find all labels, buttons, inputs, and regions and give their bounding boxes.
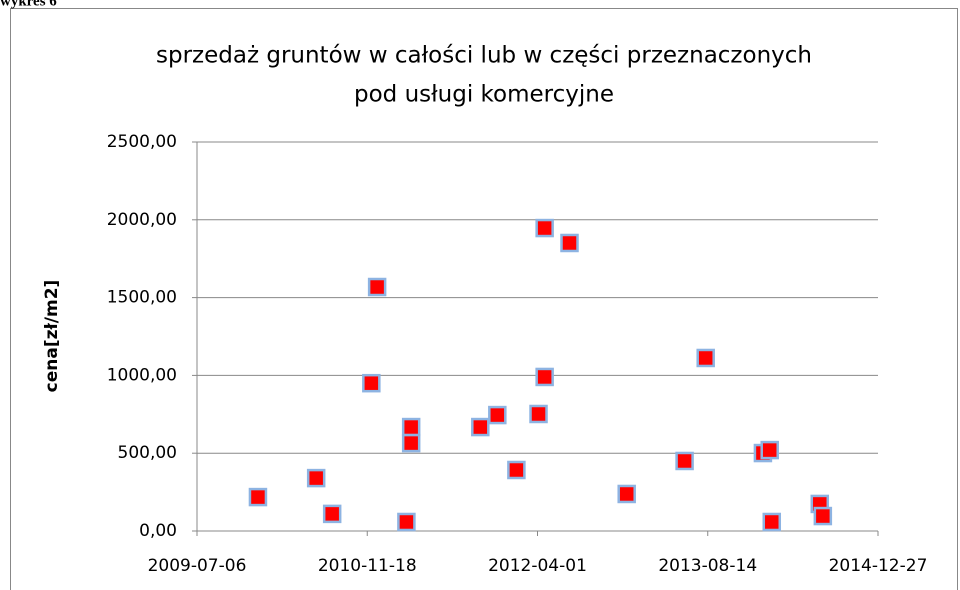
x-tick-label: 2014-12-27: [829, 556, 928, 576]
marker: [507, 460, 526, 480]
y-tick-label: 1500,00: [107, 288, 177, 308]
y-axis-label: cena[zł/m2]: [42, 280, 62, 393]
y-tick-label: 0,00: [139, 521, 177, 541]
y-tick-label: 2000,00: [107, 210, 177, 230]
marker: [397, 512, 416, 532]
marker: [560, 233, 579, 253]
marker: [401, 417, 421, 437]
x-tick-label: 2010-11-18: [318, 556, 417, 576]
marker: [696, 348, 715, 368]
marker: [306, 468, 326, 488]
marker: [322, 504, 342, 524]
marker: [248, 487, 268, 507]
chart-title: pod usługi komercyjne: [354, 82, 614, 108]
y-tick-label: 2500,00: [107, 132, 177, 152]
marker: [813, 506, 833, 526]
chart-frame: [10, 8, 958, 590]
marker: [367, 277, 387, 297]
marker: [675, 451, 694, 471]
marker: [535, 367, 554, 387]
y-tick-label: 500,00: [118, 443, 177, 463]
caption: wykres 6: [0, 0, 57, 9]
chart-title: sprzedaż gruntów w całości lub w części …: [156, 43, 812, 69]
x-tick-label: 2013-08-14: [658, 556, 757, 576]
marker: [471, 417, 490, 437]
y-tick-label: 1000,00: [107, 365, 177, 385]
marker: [488, 405, 507, 425]
marker: [617, 484, 636, 504]
x-tick-label: 2009-07-06: [148, 556, 247, 576]
marker: [401, 433, 421, 453]
x-tick-label: 2012-04-01: [488, 556, 587, 576]
marker: [529, 404, 548, 424]
marker: [362, 373, 381, 393]
marker: [762, 512, 782, 532]
marker: [535, 218, 554, 238]
marker: [760, 440, 779, 460]
